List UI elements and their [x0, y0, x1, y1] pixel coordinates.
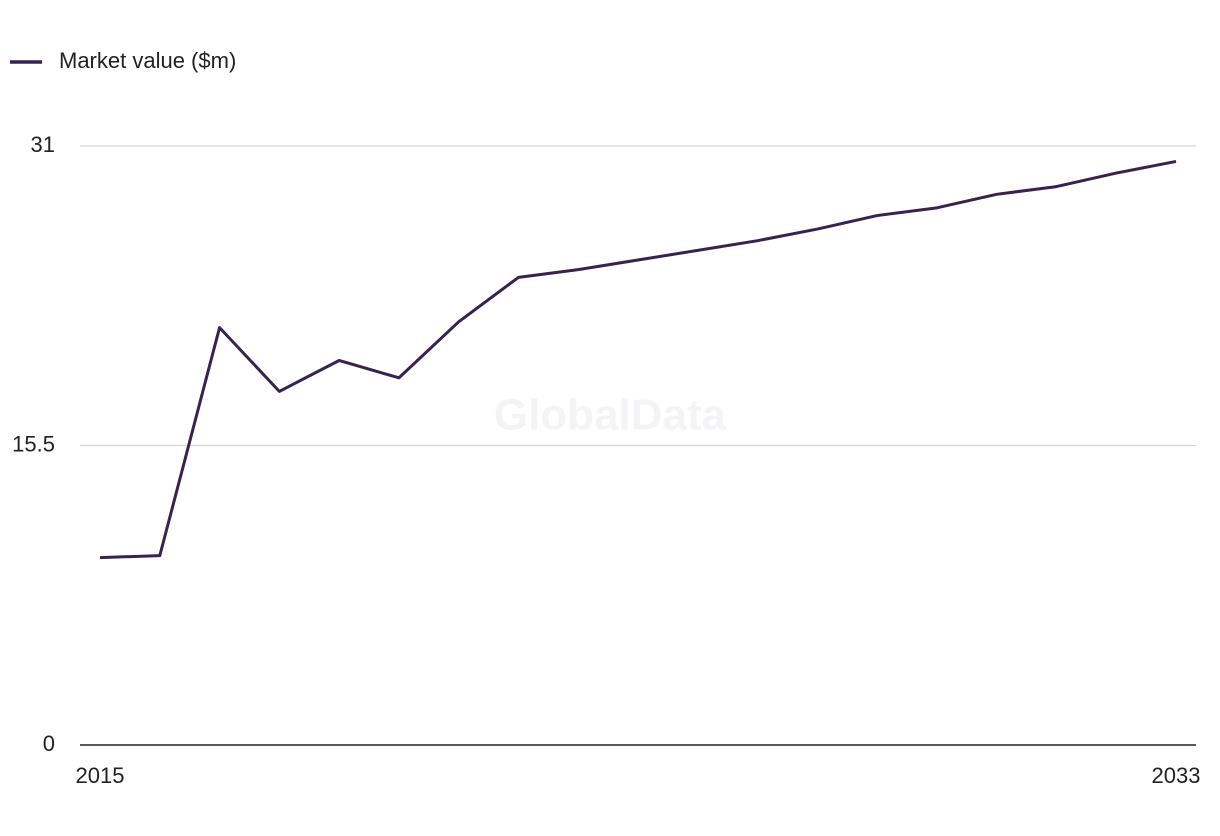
x-tick-label: 2033 [1152, 763, 1201, 788]
y-tick-label: 31 [31, 132, 55, 157]
watermark: GlobalData [494, 391, 727, 440]
y-tick-label: 0 [43, 731, 55, 756]
x-tick-label: 2015 [76, 763, 125, 788]
y-tick-label: 15.5 [12, 431, 55, 456]
legend-label: Market value ($m) [59, 48, 236, 73]
data-line [99, 159, 1177, 560]
